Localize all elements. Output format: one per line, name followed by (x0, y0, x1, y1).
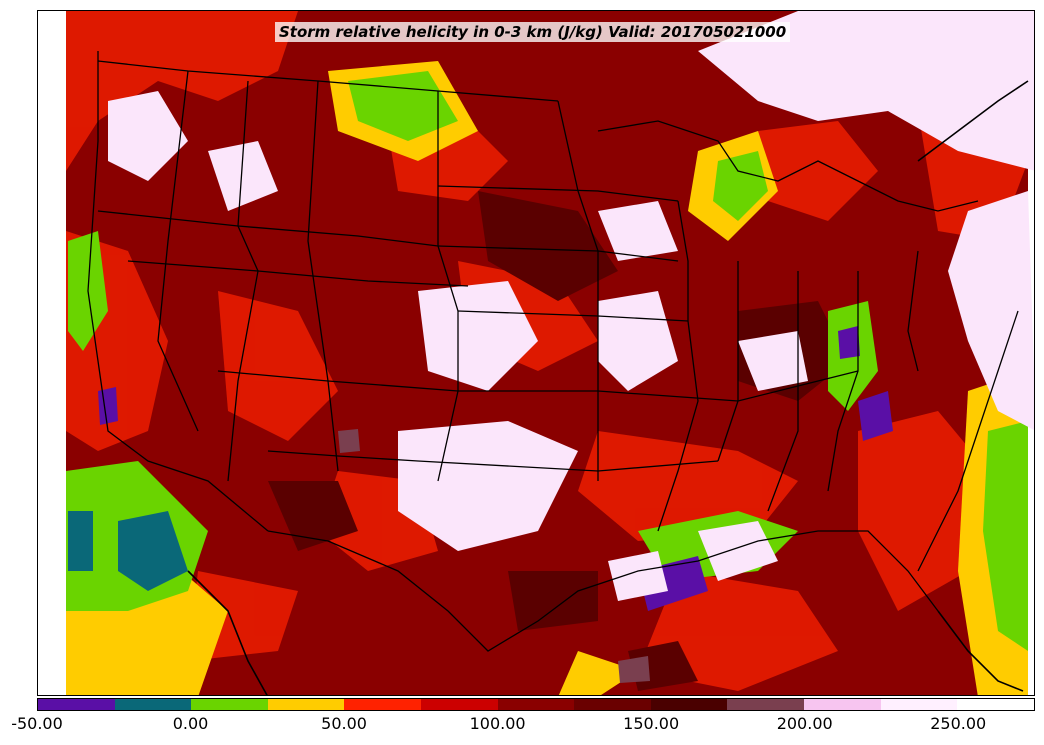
colorbar-segment (114, 699, 192, 710)
mauve-regions (338, 429, 650, 683)
colorbar-segment (38, 699, 115, 710)
map-panel: Storm relative helicity in 0-3 km (J/kg)… (37, 10, 1035, 696)
state-boundaries (87, 51, 1019, 652)
outside-domain-left (38, 11, 66, 695)
colorbar-segment (421, 699, 498, 710)
colorbar-tick-label: 50.00 (321, 714, 367, 733)
colorbar-tick-label: 200.00 (776, 714, 833, 733)
teal-regions (68, 511, 188, 591)
colorbar-segment (191, 699, 268, 710)
colorbar-segment (344, 699, 422, 710)
colorbar-tick-label: -50.00 (11, 714, 63, 733)
colorbar-segment (880, 699, 958, 710)
colorbar-segment (497, 699, 575, 710)
colorbar-tick-label: 250.00 (930, 714, 987, 733)
colorbar-segment (267, 699, 345, 710)
map-title: Storm relative helicity in 0-3 km (J/kg)… (275, 22, 791, 42)
colorbar-segment (650, 699, 728, 710)
colorbar-segment (957, 699, 1034, 710)
white-pink-regions (108, 11, 1034, 601)
colorbar-tick-label: 150.00 (623, 714, 680, 733)
colorbar (37, 698, 1035, 711)
colorbar-tick-label: 0.00 (172, 714, 209, 733)
colorbar-segment (804, 699, 881, 710)
colorbar-ticks: -50.00 0.00 50.00 100.00 150.00 200.00 250.00 (11, 712, 1035, 742)
colorbar-tick-label: 100.00 (469, 714, 526, 733)
coastline (187, 80, 1029, 695)
colorbar-segment (574, 699, 651, 710)
colorbar-segment (727, 699, 805, 710)
helicity-map (38, 11, 1034, 695)
